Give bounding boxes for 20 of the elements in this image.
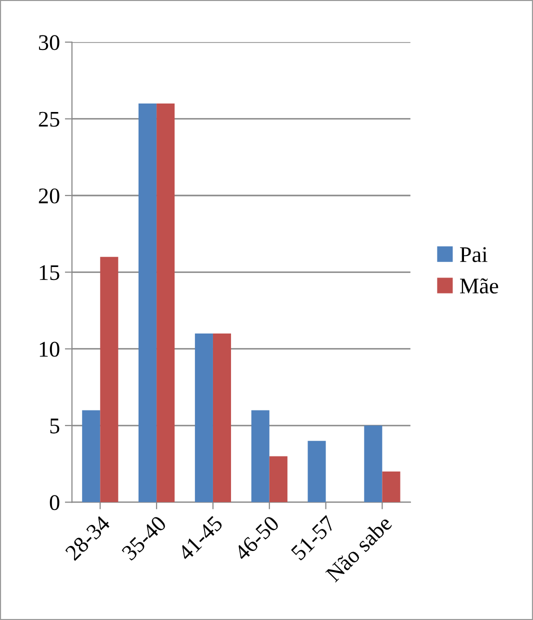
y-tick-label: 5	[50, 418, 60, 434]
y-tick-label: 30	[38, 35, 60, 50]
legend-label: Pai	[460, 247, 488, 262]
y-tick-label: 15	[40, 265, 60, 280]
bar	[138, 104, 157, 502]
bar	[251, 410, 270, 502]
bar	[212, 334, 232, 502]
bar	[194, 334, 213, 502]
bar	[364, 426, 382, 502]
bar	[382, 472, 400, 502]
y-tick-label: 20	[38, 188, 60, 204]
y-tick-label: 25	[38, 112, 60, 127]
bar	[308, 440, 326, 502]
bar	[156, 104, 175, 502]
y-tick-label: 10	[40, 342, 60, 357]
bar	[100, 256, 118, 502]
bar	[269, 456, 288, 502]
bar	[82, 410, 100, 502]
y-tick-label: 0	[50, 495, 60, 510]
legend-label: Mãe	[460, 278, 498, 294]
